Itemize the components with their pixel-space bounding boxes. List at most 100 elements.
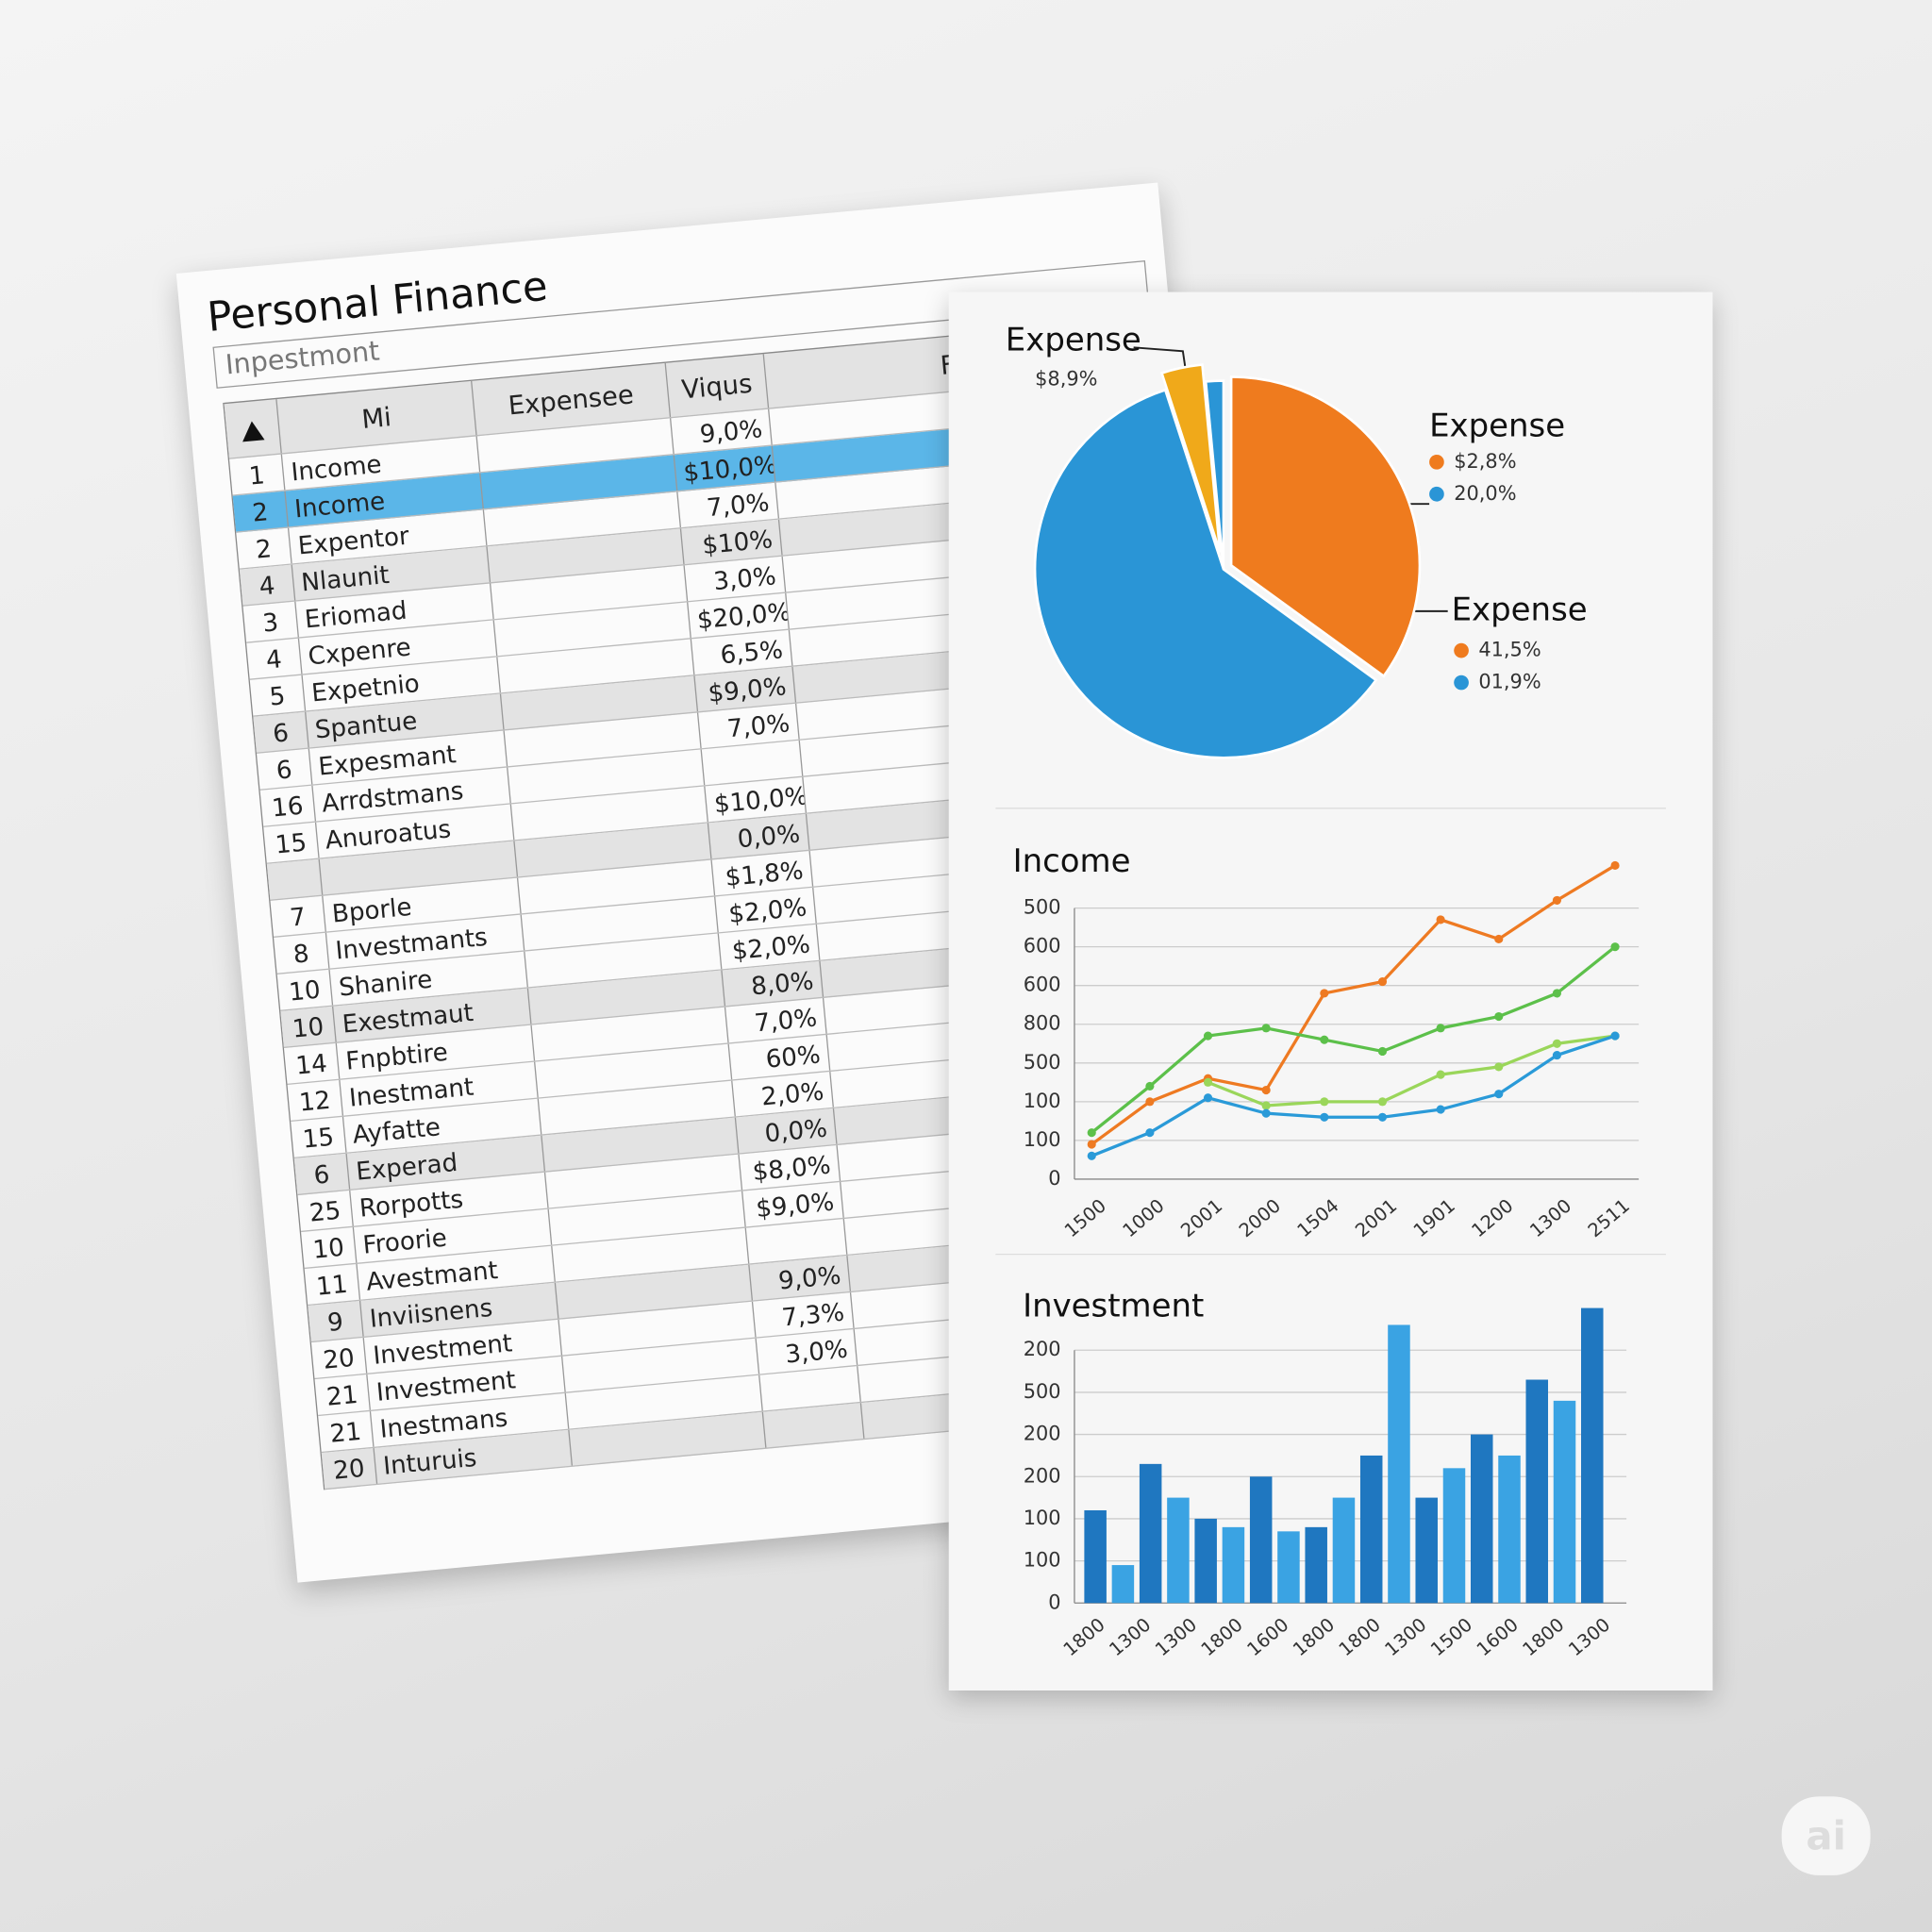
line-point <box>1436 915 1445 924</box>
line-point <box>1203 1077 1213 1087</box>
bar <box>1139 1463 1162 1604</box>
line-point <box>1610 860 1620 871</box>
x-tick-label: 1000 <box>1119 1195 1169 1242</box>
bar <box>1249 1476 1273 1604</box>
line-point <box>1494 934 1504 944</box>
x-tick-label: 1901 <box>1409 1195 1459 1242</box>
bar <box>1388 1324 1410 1604</box>
row-number: 2 <box>236 527 292 569</box>
line-series <box>1091 945 1617 1134</box>
x-tick-label: 1500 <box>1060 1195 1110 1242</box>
bar <box>1359 1455 1383 1604</box>
y-tick-label: 500 <box>1024 1051 1061 1074</box>
row-number: 7 <box>270 895 326 937</box>
row-number: 16 <box>259 785 317 826</box>
bar <box>1498 1455 1521 1604</box>
sort-icon[interactable] <box>241 420 265 442</box>
row-number: 1 <box>229 454 286 495</box>
line-point <box>1494 1011 1504 1022</box>
annotation-title: Expense <box>1429 408 1565 445</box>
y-tick-label: 0 <box>1048 1591 1060 1613</box>
row-number: 5 <box>249 675 307 716</box>
line-point <box>1261 1024 1271 1033</box>
line-point <box>1377 1046 1388 1057</box>
line-point <box>1087 1140 1096 1149</box>
line-point <box>1203 1031 1213 1041</box>
line-point <box>1377 1097 1388 1107</box>
watermark: ai <box>1781 1796 1871 1875</box>
annotation-text: 01,9% <box>1478 671 1541 693</box>
header-cell <box>224 399 282 458</box>
x-tick-label: 1600 <box>1473 1614 1523 1661</box>
line-point <box>1261 1108 1271 1118</box>
line-point <box>1377 977 1388 987</box>
row-number: 4 <box>246 638 303 679</box>
line-point <box>1436 1070 1445 1079</box>
line-point <box>1494 1062 1504 1072</box>
line-point <box>1377 1112 1388 1122</box>
row-number: 8 <box>274 932 330 974</box>
row-number: 15 <box>263 822 320 863</box>
line-point <box>1436 1024 1445 1033</box>
line-point <box>1087 1151 1096 1160</box>
line-series <box>1207 1034 1616 1108</box>
x-tick-label: 1800 <box>1197 1614 1247 1661</box>
x-tick-label: 2001 <box>1351 1195 1401 1242</box>
line-point <box>1552 895 1561 905</box>
annotation-text: $2,8% <box>1454 450 1516 473</box>
bar <box>1167 1497 1190 1604</box>
line-point <box>1320 1035 1329 1044</box>
bar <box>1332 1497 1356 1604</box>
y-tick-label: 500 <box>1024 896 1061 919</box>
annotation-title: Expense <box>1006 321 1141 358</box>
annotation-text: 41,5% <box>1478 639 1541 661</box>
line-point <box>1145 1128 1155 1138</box>
line-point <box>1203 1093 1213 1103</box>
line-point <box>1320 1097 1329 1107</box>
y-tick-label: 200 <box>1024 1464 1061 1487</box>
y-tick-label: 500 <box>1024 1380 1061 1403</box>
row-number: 11 <box>304 1263 361 1305</box>
annotation-title: Expense <box>1452 591 1588 628</box>
row-number: 10 <box>276 969 334 1010</box>
row-number: 20 <box>321 1447 378 1489</box>
chart-title: Investment <box>1023 1287 1204 1324</box>
y-tick-label: 200 <box>1024 1423 1061 1445</box>
bar <box>1470 1434 1493 1604</box>
bar <box>1553 1400 1576 1604</box>
line-point <box>1610 942 1620 952</box>
row-number: 2 <box>232 491 290 532</box>
x-tick-label: 1300 <box>1151 1614 1201 1661</box>
row-number: 6 <box>253 711 309 753</box>
row-number: 25 <box>297 1190 354 1231</box>
x-tick-label: 1600 <box>1243 1614 1293 1661</box>
y-tick-label: 800 <box>1024 1012 1061 1035</box>
legend-dot <box>1429 454 1444 470</box>
dashboard-card: Expense $8,9% Expense $2,8% 20,0% Expense 41,5… <box>948 291 1713 1690</box>
row-number: 20 <box>310 1337 368 1378</box>
x-tick-label: 1300 <box>1105 1614 1155 1661</box>
line-point <box>1261 1101 1271 1110</box>
legend-dot <box>1454 642 1469 658</box>
line-point <box>1087 1128 1096 1138</box>
bar <box>1581 1307 1604 1604</box>
row-number: 9 <box>308 1300 364 1341</box>
bar <box>1442 1468 1466 1604</box>
line-point <box>1145 1081 1155 1091</box>
row-number: 6 <box>293 1153 351 1194</box>
row-number: 10 <box>280 1006 337 1047</box>
line-point <box>1320 989 1329 998</box>
line-series <box>1091 1034 1616 1158</box>
row-number: 10 <box>301 1226 358 1268</box>
bar <box>1111 1565 1135 1604</box>
x-tick-label: 1500 <box>1426 1614 1476 1661</box>
line-point <box>1552 1051 1561 1060</box>
row-number: 12 <box>287 1079 344 1121</box>
pie-slice <box>1159 363 1222 553</box>
x-tick-label: 1300 <box>1525 1195 1575 1242</box>
row-number: 4 <box>239 564 296 606</box>
bar <box>1305 1526 1327 1604</box>
line-point <box>1145 1097 1155 1107</box>
line-point <box>1552 989 1561 998</box>
